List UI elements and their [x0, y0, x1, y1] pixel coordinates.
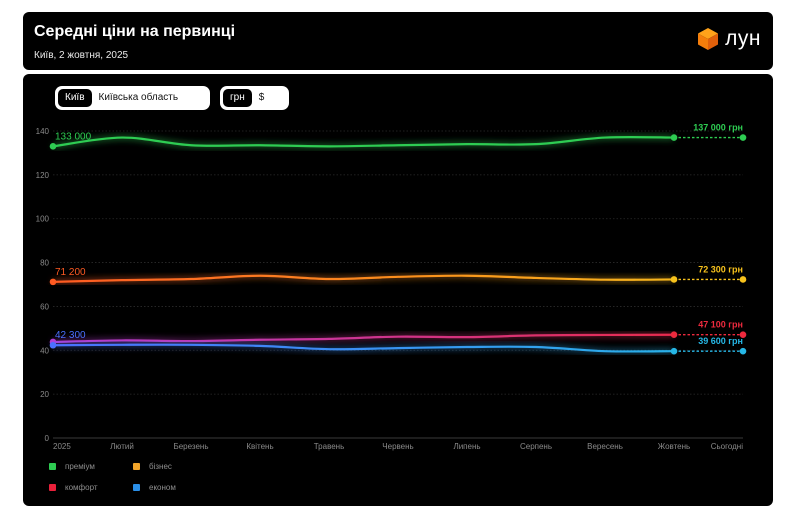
series-start-point	[49, 143, 57, 150]
series-end-label: 137 000 грн	[693, 123, 743, 133]
series-today-point	[739, 134, 747, 141]
series-line	[52, 333, 675, 344]
legend-item-business[interactable]: бізнес	[133, 462, 172, 471]
series-last-point	[670, 347, 678, 355]
price-chart: 0 20 40 60 80 100 120 140 2025 Лютий Березень Квіте…	[36, 123, 747, 451]
x-tick-label: Квітень	[246, 442, 273, 451]
y-tick-label: 20	[40, 390, 49, 399]
brand-name: лун	[725, 27, 761, 50]
series-line	[52, 135, 675, 148]
y-tick-label: 60	[40, 302, 49, 311]
series-end-label: 72 300 грн	[698, 264, 743, 274]
series-last-point	[670, 331, 678, 339]
x-tick-label: Серпень	[520, 442, 552, 451]
region-option-kyiv-oblast[interactable]: Київська область	[98, 92, 179, 103]
legend-label: бізнес	[149, 462, 172, 471]
legend-swatch	[133, 484, 140, 491]
series-start-point	[49, 341, 57, 349]
orange-cube-icon	[698, 28, 719, 50]
y-tick-label: 140	[36, 127, 50, 136]
x-tick-label: Жовтень	[658, 442, 690, 451]
series-end-label: 47 100 грн	[698, 320, 743, 330]
y-tick-label: 80	[40, 259, 49, 268]
series-today-point	[739, 347, 747, 355]
series-end-label: 39 600 грн	[698, 336, 743, 346]
legend-item-comfort[interactable]: комфорт	[49, 483, 98, 492]
currency-option-usd[interactable]: $	[258, 92, 265, 103]
x-tick-label: Червень	[382, 442, 413, 451]
y-tick-label: 120	[36, 171, 50, 180]
chart-legend: преміум бізнес комфорт економ	[49, 462, 249, 498]
x-tick-label: Лютий	[110, 442, 134, 451]
y-tick-label: 40	[40, 346, 49, 355]
header-card: Середні ціни на первинці Київ, 2 жовтня,…	[23, 12, 773, 70]
series-today-point	[739, 276, 747, 283]
brand-logo[interactable]: лун	[697, 27, 761, 51]
region-option-kyiv[interactable]: Київ	[58, 89, 92, 107]
x-tick-label: Травень	[314, 442, 345, 451]
series-start-label: 71 200	[55, 267, 86, 278]
legend-label: економ	[149, 483, 176, 492]
page-subtitle: Київ, 2 жовтня, 2025	[34, 50, 129, 61]
series-today-point	[739, 331, 747, 339]
x-tick-label: Липень	[453, 442, 480, 451]
legend-swatch	[133, 463, 140, 470]
region-switch: Київ Київська область	[55, 86, 210, 110]
x-tick-label: Березень	[173, 442, 208, 451]
series-start-label: 133 000	[55, 131, 92, 142]
legend-item-econom[interactable]: економ	[133, 483, 176, 492]
y-tick-label: 100	[36, 215, 50, 224]
x-tick-label: Сьогодні	[711, 442, 743, 451]
legend-swatch	[49, 463, 56, 470]
legend-swatch	[49, 484, 56, 491]
chart-panel: 0 20 40 60 80 100 120 140 2025 Лютий Березень Квіте…	[23, 74, 773, 506]
legend-item-premium[interactable]: преміум	[49, 462, 95, 471]
x-tick-label: Вересень	[587, 442, 623, 451]
currency-switch: грн $	[220, 86, 289, 110]
page-title: Середні ціни на первинці	[34, 23, 236, 40]
y-tick-label: 0	[45, 434, 50, 443]
series-start-label: 42 300	[55, 330, 86, 341]
legend-label: преміум	[65, 462, 95, 471]
series-last-point	[670, 134, 678, 141]
legend-label: комфорт	[65, 483, 98, 492]
x-tick-label: 2025	[53, 442, 71, 451]
series-line	[52, 343, 675, 353]
currency-option-uah[interactable]: грн	[223, 89, 252, 107]
series-last-point	[670, 276, 678, 283]
series-start-point	[49, 278, 57, 286]
series-line	[52, 274, 675, 283]
